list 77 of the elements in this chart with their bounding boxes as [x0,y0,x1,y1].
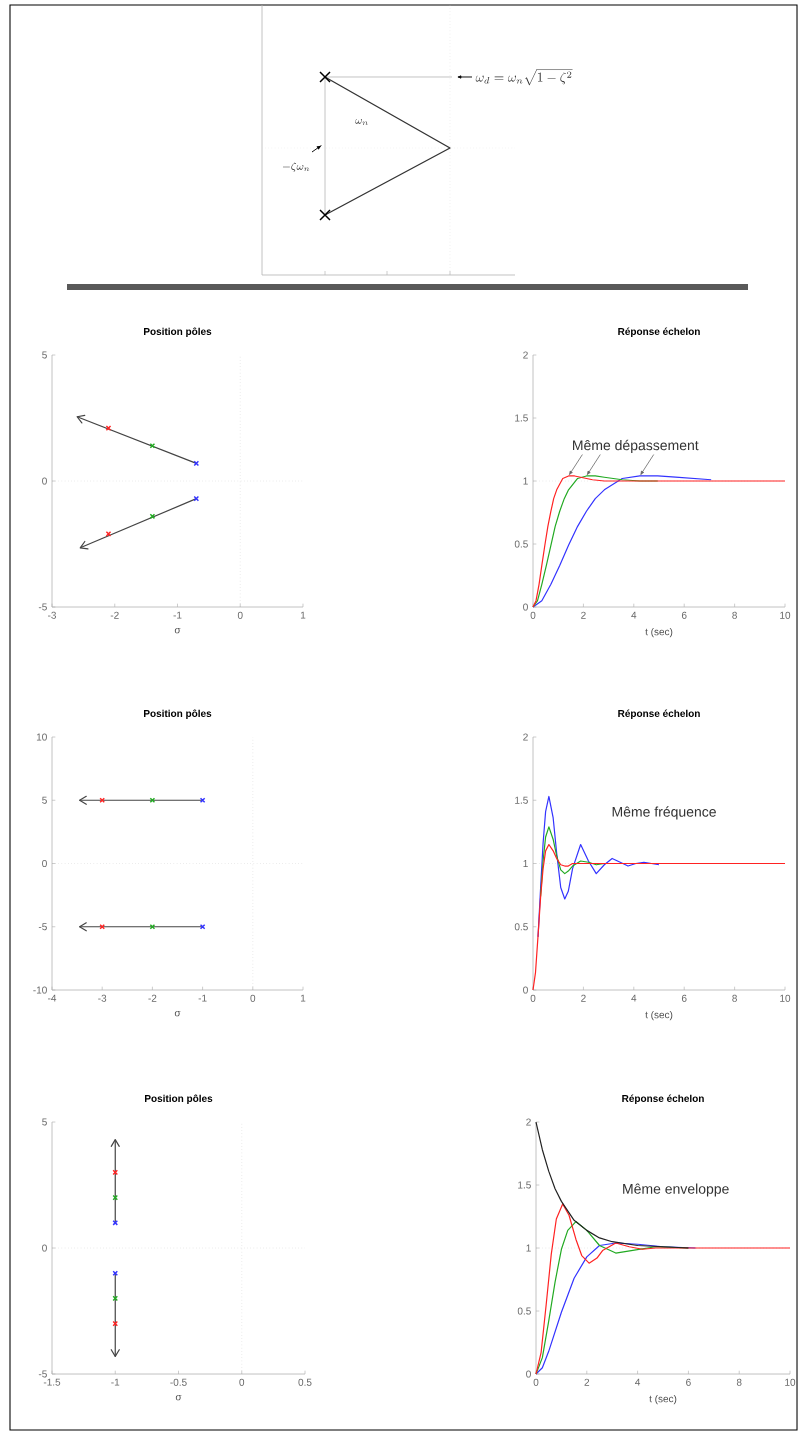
x-tick-label: 8 [732,994,737,1002]
y-tick-label: 1.5 [515,796,528,804]
y-tick-label: 0.5 [514,540,528,548]
x-tick-label: 0.5 [298,1378,312,1386]
text: $\omega_d = \omega_n\sqrt{1-\zeta^2}$ [475,69,573,86]
chart-title: Position pôles [144,709,212,719]
x-tick-label: 1 [300,611,306,619]
y-tick-label: 2 [526,1118,531,1126]
y-tick-label: 1 [523,477,528,485]
y-tick-label: 2 [523,733,528,741]
point [193,460,200,467]
x-tick-label: 0 [237,611,243,619]
x-tick-label: -3 [98,994,107,1002]
x-axis-title: t (sec) [649,1394,677,1405]
text: $-\zeta\omega_n$ [282,162,310,172]
x-axis-title: t (sec) [645,1010,673,1021]
x-tick-label: -4 [47,994,57,1002]
y-tick-label: 0 [523,986,528,994]
x-tick-label: 0 [250,994,256,1002]
x-tick-label: -1 [198,994,207,1002]
chart-title: Réponse échelon [618,327,700,337]
chart-title: Position pôles [145,1094,213,1104]
y-tick-label: 1 [523,860,528,867]
x-tick-label: 6 [686,1378,691,1386]
x-tick-label: 8 [732,611,737,619]
y-tick-label: 1 [526,1244,531,1252]
x-tick-label: 6 [681,611,687,619]
y-tick-label: 0 [523,603,528,611]
y-tick-label: 0 [42,859,47,868]
x-axis-title: σ [175,1394,182,1401]
x-tick-label: 1 [300,994,306,1002]
x-tick-label: 10 [780,994,791,1002]
chart-title: Réponse échelon [622,1094,704,1104]
x-tick-label: 8 [736,1378,742,1386]
x-tick-label: -3 [47,611,57,619]
x-axis-title: σ [174,627,181,634]
x-tick-label: -1 [173,611,182,619]
y-tick-label: 10 [36,733,47,741]
x-tick-label: -2 [148,994,157,1002]
x-tick-label: 0 [533,1378,539,1386]
x-tick-label: 4 [631,994,637,1002]
annotation: Même enveloppe [623,1183,729,1197]
x-tick-label: 2 [581,611,586,619]
text: $\omega_n$ [355,118,368,126]
chart-title: Réponse échelon [618,709,700,719]
y-tick-label: 1.5 [515,414,528,422]
x-tick-label: -0.5 [170,1378,187,1386]
x-tick-label: 2 [581,994,586,1002]
x-tick-label: -2 [110,611,119,619]
y-tick-label: 0.5 [514,923,528,931]
x-axis-title: t (sec) [645,627,673,638]
x-tick-label: -1 [111,1378,120,1386]
x-tick-label: 0 [239,1378,245,1386]
y-tick-label: 1.5 [518,1181,531,1189]
x-tick-label: 4 [635,1378,641,1386]
y-tick-label: -5 [38,1370,47,1378]
x-tick-label: 10 [785,1378,796,1386]
y-tick-label: 0.5 [517,1307,531,1315]
chart-title: Position pôles [144,327,212,337]
x-axis-title: σ [174,1010,181,1017]
x-tick-label: -1.5 [43,1378,61,1386]
y-tick-label: 5 [42,351,47,359]
x-tick-label: 6 [681,994,687,1002]
y-tick-label: 0 [42,1244,47,1252]
y-tick-label: 5 [42,796,47,804]
y-tick-label: 5 [42,1118,47,1126]
x-tick-label: 10 [780,611,791,619]
y-tick-label: 0 [42,477,47,485]
annotation: Même fréquence [612,806,716,820]
y-tick-label: 0 [526,1370,531,1378]
y-tick-label: 2 [523,351,528,359]
annotation: Même dépassement [573,439,699,454]
y-tick-label: -5 [38,603,47,611]
x-tick-label: 4 [631,611,637,619]
y-tick-label: -5 [38,923,47,931]
y-tick-label: -10 [33,986,47,994]
x-tick-label: 2 [584,1378,590,1386]
